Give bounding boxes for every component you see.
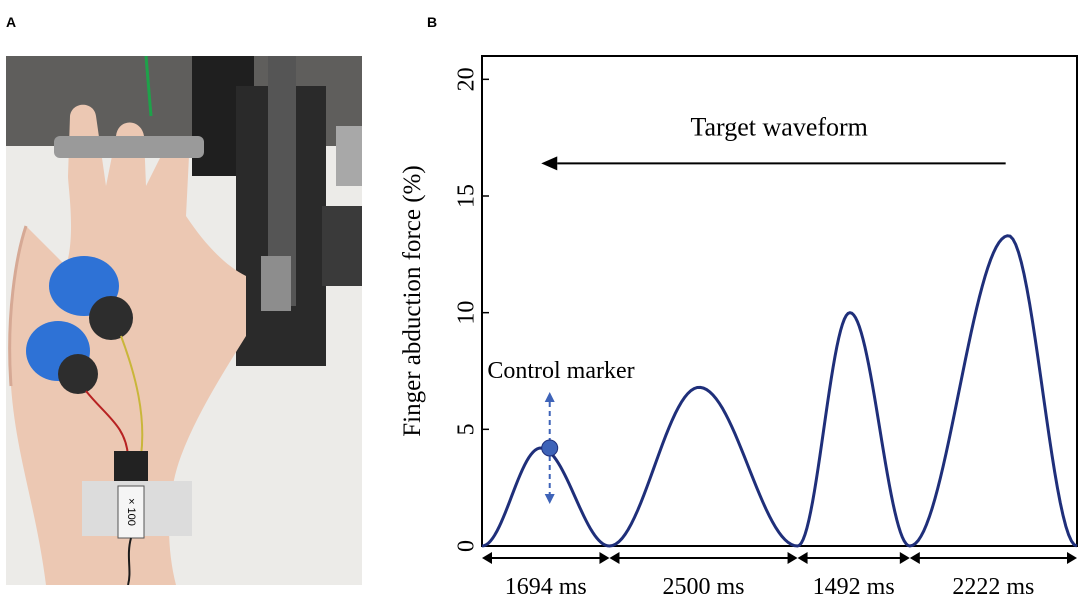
y-tick-label-10: 10 bbox=[454, 301, 480, 325]
finger-connector bbox=[54, 136, 204, 158]
target-waveform-arrow bbox=[541, 156, 1006, 171]
control-marker-dot bbox=[541, 439, 559, 457]
waveform-line bbox=[481, 234, 1078, 548]
segment-arrow-left-1 bbox=[482, 552, 492, 564]
force-transducer-clamp bbox=[144, 56, 362, 366]
y-tick-label-5: 5 bbox=[454, 423, 480, 435]
y-axis-ticks: 0 5 10 15 20 bbox=[454, 67, 489, 552]
control-marker-up-arrow bbox=[544, 392, 555, 402]
panel-b-label: B bbox=[427, 14, 438, 30]
segment-arrow-right-3 bbox=[899, 552, 910, 564]
control-marker-down-arrow bbox=[544, 494, 555, 504]
y-tick-label-20: 20 bbox=[454, 67, 480, 91]
hand-electrode-photo: × 100 bbox=[6, 56, 362, 585]
segment-arrow-left-3 bbox=[797, 552, 808, 564]
segment-label-1: 1694 ms bbox=[505, 574, 587, 600]
target-waveform-label: Target waveform bbox=[690, 112, 867, 141]
amplifier-label: × 100 bbox=[125, 498, 137, 526]
control-marker-label: Control marker bbox=[487, 358, 634, 384]
segment-label-4: 2222 ms bbox=[952, 574, 1034, 600]
duration-segments: 1694 ms 2500 ms 1492 ms 2222 ms bbox=[482, 552, 1077, 600]
hand bbox=[8, 104, 246, 585]
control-marker bbox=[541, 392, 559, 504]
plot-frame bbox=[481, 55, 1078, 547]
panel-a-label: A bbox=[6, 14, 17, 30]
segment-arrow-right-1 bbox=[599, 552, 610, 564]
segment-label-3: 1492 ms bbox=[813, 574, 895, 600]
emg-electrodes bbox=[26, 256, 144, 457]
segment-label-2: 2500 ms bbox=[662, 574, 744, 600]
y-tick-label-0: 0 bbox=[454, 540, 480, 552]
segment-arrow-right-2 bbox=[787, 552, 798, 564]
segment-arrow-left-2 bbox=[609, 552, 620, 564]
y-axis-label: Finger abduction force (%) bbox=[399, 165, 426, 436]
y-tick-label-15: 15 bbox=[454, 184, 480, 208]
target-arrow-head bbox=[541, 156, 558, 171]
segment-arrow-right-4 bbox=[1067, 552, 1077, 564]
force-waveform-chart: 0 5 10 15 20 Finger abduction force (%) Targ… bbox=[399, 55, 1078, 600]
amplifier: × 100 bbox=[82, 451, 192, 585]
segment-arrow-left-4 bbox=[909, 552, 920, 564]
